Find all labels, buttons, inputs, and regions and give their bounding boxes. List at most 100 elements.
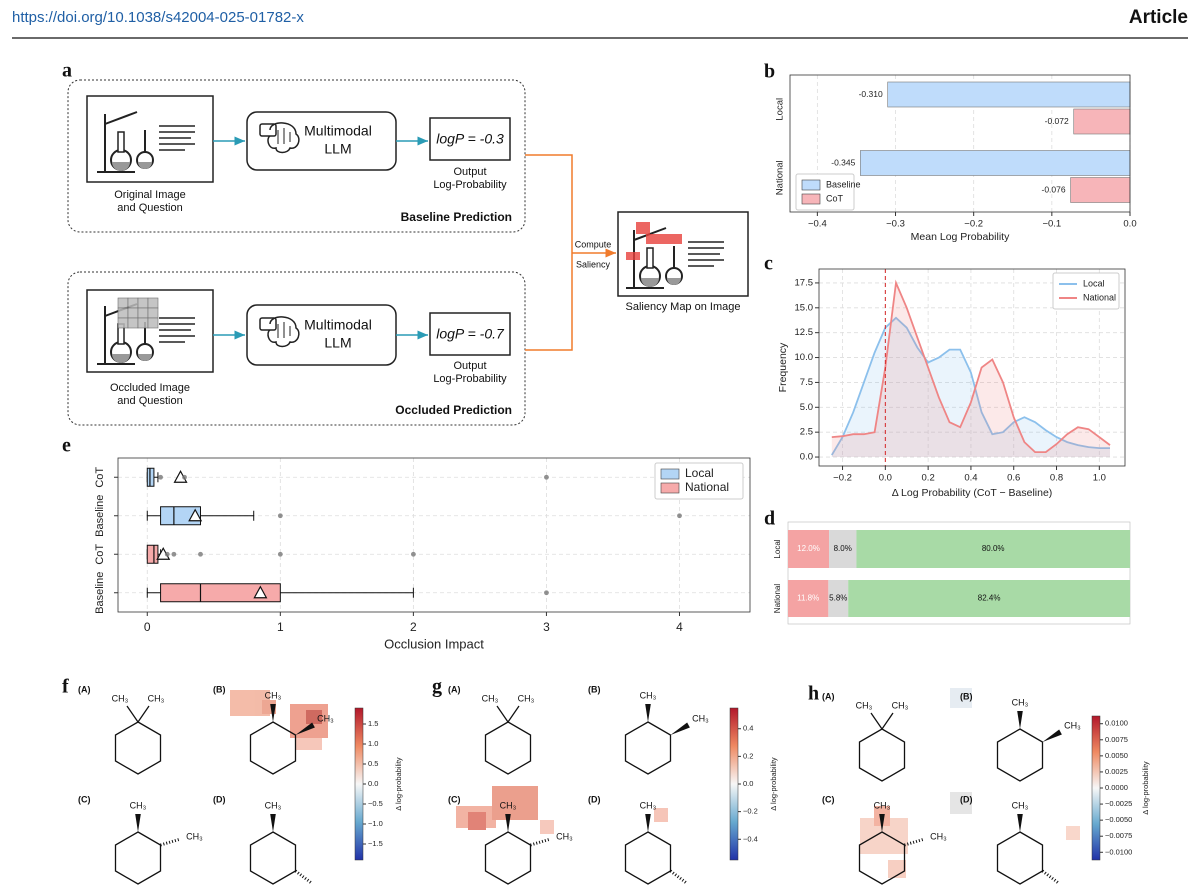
x-tick-label: −0.3: [886, 219, 905, 230]
panel-letter: f: [62, 676, 69, 698]
value-label: 82.4%: [978, 594, 1001, 603]
x-tick-label: −0.2: [833, 473, 852, 484]
x-axis-label: Mean Log Probability: [911, 231, 1010, 243]
legend-box: [1052, 272, 1120, 310]
value-label: 8.0%: [834, 544, 852, 553]
line: [831, 279, 1111, 453]
legend-swatch: [801, 179, 821, 191]
x-tick-label: 4: [676, 620, 683, 634]
wedge-bond: [1042, 729, 1062, 742]
bond: [126, 705, 139, 723]
box-title: Occluded Prediction: [395, 403, 512, 417]
molecule-label: (B): [588, 684, 601, 694]
output-box: [429, 117, 511, 161]
outlier: [164, 551, 170, 557]
x-tick-label: 3: [543, 620, 550, 634]
area: [831, 282, 1111, 458]
ring: [624, 831, 672, 885]
group-label: CH₃: [500, 800, 517, 810]
category-label: National: [773, 584, 782, 614]
ring: [996, 728, 1044, 782]
y-tick-label: 5.0: [800, 402, 813, 413]
colorbar-tick-label: −0.5: [368, 799, 383, 808]
ring: [858, 728, 906, 782]
colorbar-tick-label: 0.0: [368, 779, 378, 788]
wedge-bond: [135, 814, 141, 832]
colorbar-tick-label: 0.2: [743, 751, 753, 760]
group-label: CH₃: [112, 693, 129, 703]
value-label: 80.0%: [982, 544, 1005, 553]
caption: Occluded Image: [110, 382, 190, 394]
wedge-bond: [1017, 814, 1023, 832]
panel-letter: g: [432, 676, 442, 698]
group-label: CH₃: [186, 831, 203, 841]
ring: [249, 721, 297, 775]
legend-label: CoT: [826, 193, 844, 203]
category-label: Baseline: [94, 572, 106, 614]
outlier: [171, 551, 177, 557]
model-box: [246, 111, 397, 171]
model-label: Multimodal: [304, 123, 372, 139]
bar-segment: [788, 580, 829, 617]
molecule-label: (C): [448, 794, 461, 804]
wedge-bond: [270, 814, 276, 832]
box: [146, 506, 682, 526]
caption: Output: [453, 360, 486, 372]
line: [831, 316, 1110, 456]
y-tick-label: 2.5: [800, 427, 813, 438]
caption: Log-Probability: [433, 179, 507, 191]
colorbar-tick-label: −0.2: [743, 807, 758, 816]
colorbar-tick-label: −0.0050: [1105, 815, 1132, 824]
x-tick-label: 0.6: [1007, 473, 1020, 484]
group-label: CH₃: [317, 713, 334, 723]
plot-frame: [789, 74, 1131, 213]
colorbar-tick-label: 1.0: [368, 739, 378, 748]
doi-link[interactable]: https://doi.org/10.1038/s42004-025-01782…: [12, 9, 304, 26]
caption: Output: [453, 166, 486, 178]
colorbar-tick-label: 0.0000: [1105, 783, 1128, 792]
ring: [858, 831, 906, 885]
colorbar-label: Δ log-probability: [1141, 761, 1150, 815]
colorbar-tick-label: 0.0050: [1105, 751, 1128, 760]
output-value: logP = -0.7: [436, 326, 505, 342]
colorbar-tick-label: −0.4: [743, 834, 758, 843]
category-label: National: [775, 160, 786, 195]
colorbar-tick-label: −1.5: [368, 839, 383, 848]
wedge-bond: [645, 814, 651, 832]
y-axis-label: Frequency: [777, 342, 789, 392]
caption: and Question: [117, 202, 182, 214]
heat-overlay: [230, 688, 1080, 878]
y-tick-label: 15.0: [795, 302, 814, 313]
value-label: -0.345: [831, 157, 855, 167]
x-tick-label: −0.2: [964, 219, 983, 230]
colorbar-tick-label: 0.0075: [1105, 735, 1128, 744]
outlier: [544, 474, 549, 480]
outlier: [410, 551, 416, 557]
x-tick-label: −0.1: [1042, 219, 1061, 230]
bar-segment: [848, 580, 1130, 617]
colorbar-label: Δ log-probability: [769, 757, 778, 811]
y-tick-label: 0.0: [800, 452, 813, 463]
hash-bond: [294, 869, 313, 885]
outlier: [544, 590, 549, 596]
baseline-box: [67, 79, 526, 233]
box-body: [146, 544, 159, 564]
colorbar-tick-label: 0.5: [368, 759, 378, 768]
combine-label: Compute: [575, 239, 612, 249]
bond: [881, 712, 894, 730]
wedge-bond: [295, 722, 315, 735]
x-tick-label: 0.4: [964, 473, 977, 484]
wedge-bond: [645, 704, 651, 722]
outlier: [198, 551, 203, 557]
caption: Log-Probability: [433, 373, 507, 385]
colorbar-tick-label: −0.0075: [1105, 831, 1132, 840]
ring: [484, 831, 532, 885]
x-tick-label: 1: [277, 620, 284, 634]
bond: [870, 712, 883, 730]
x-tick-label: 0.0: [879, 473, 892, 484]
ring: [484, 721, 532, 775]
